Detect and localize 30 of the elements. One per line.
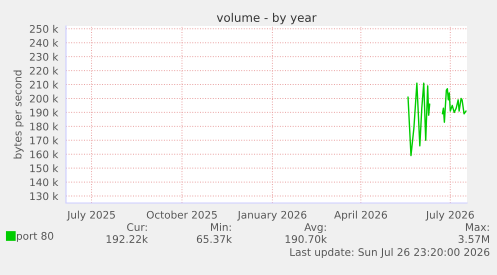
y-tick-label: 190 k bbox=[30, 108, 58, 117]
text: Avg: bbox=[304, 223, 326, 234]
y-tick-label: 130 k bbox=[30, 192, 58, 200]
y-tick-label: 160 k bbox=[30, 150, 58, 158]
text: 192.22k bbox=[106, 234, 148, 244]
y-tick-label: 140 k bbox=[30, 178, 58, 186]
y-tick-label: 180 k bbox=[30, 122, 58, 130]
text: Max: bbox=[466, 223, 489, 232]
y-tick-label: 220 k bbox=[30, 66, 58, 75]
text: Cur: bbox=[127, 223, 147, 232]
x-tick-label: July 2025 bbox=[66, 210, 115, 221]
y-tick-label: 200 k bbox=[30, 94, 58, 103]
x-tick-label: January 2026 bbox=[237, 210, 306, 221]
text: 65.37k bbox=[196, 234, 232, 244]
y-tick-label: 250 k bbox=[30, 24, 58, 33]
x-tick-label: October 2025 bbox=[146, 210, 217, 219]
legend-label: port 80 bbox=[16, 232, 54, 242]
text: 190.70k bbox=[286, 234, 327, 244]
y-tick-label: 150 k bbox=[30, 164, 58, 172]
text: Last update: Sun Jul 26 23:20:00 2026 bbox=[290, 248, 490, 258]
y-tick-label: 230 k bbox=[30, 52, 58, 61]
y-tick-label: 210 k bbox=[30, 80, 58, 89]
x-tick-label: July 2026 bbox=[425, 210, 474, 221]
y-tick-label: 240 k bbox=[30, 38, 58, 47]
x-tick-label: April 2026 bbox=[334, 210, 388, 221]
text: 3.57M bbox=[458, 235, 489, 244]
text: Min: bbox=[211, 222, 231, 231]
y-axis-title: bytes per second bbox=[14, 70, 24, 158]
chart-title: volume - by year bbox=[216, 12, 317, 24]
y-tick-label: 170 k bbox=[30, 136, 58, 144]
